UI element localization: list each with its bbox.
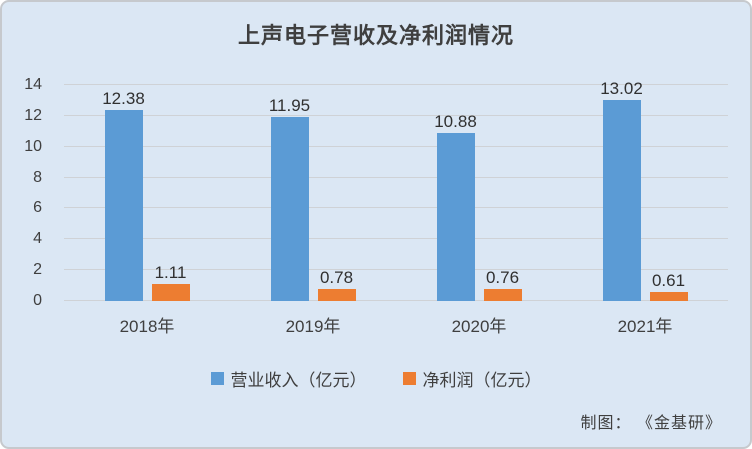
bar-value-label: 0.61 <box>651 270 686 290</box>
x-axis: 2018年 2019年 2020年 2021年 <box>64 312 728 337</box>
gridline <box>64 269 728 271</box>
y-tick-label: 0 <box>33 292 42 309</box>
bar-group: 13.02 0.61 <box>562 80 728 301</box>
y-tick-label: 8 <box>33 168 42 186</box>
legend-swatch <box>210 372 224 385</box>
y-tick-label: 12 <box>24 106 42 124</box>
bar-value-label: 0.76 <box>485 268 520 288</box>
gridline <box>64 145 728 147</box>
gridline <box>64 238 728 240</box>
bar-value-label: 1.11 <box>154 262 187 282</box>
gridline <box>64 176 728 178</box>
y-axis: 0 2 4 6 8 10 12 14 <box>2 77 42 309</box>
chart-title: 上声电子营收及净利润情况 <box>237 23 514 48</box>
gridline <box>64 84 728 85</box>
legend-swatch <box>402 372 416 385</box>
bar-value-label: 0.78 <box>319 267 354 287</box>
gridline <box>64 300 728 301</box>
revenue-bar: 12.38 <box>102 90 145 301</box>
y-tick-label: 6 <box>33 199 42 217</box>
bar-value-label: 11.95 <box>268 95 311 115</box>
bar-groups: 12.38 1.11 11.95 0.78 10.88 0.76 13.02 0.61 <box>64 80 728 301</box>
revenue-bar: 11.95 <box>269 97 310 301</box>
legend-label: 净利润（亿元） <box>422 371 542 390</box>
y-tick-label: 2 <box>33 261 42 279</box>
bar-value-label: 10.88 <box>434 112 477 132</box>
bar-group: 12.38 1.11 <box>64 85 230 301</box>
legend-item: 净利润（亿元） <box>402 366 542 391</box>
profit-bar: 0.76 <box>483 269 522 301</box>
revenue-bar: 10.88 <box>434 113 477 301</box>
legend-item: 营业收入（亿元） <box>210 366 367 391</box>
x-tick-label: 2018年 <box>119 317 175 336</box>
x-tick-label: 2019年 <box>285 317 341 336</box>
credit-text: 制图： 《金基研》 <box>580 415 722 432</box>
plot-area: 12.38 1.11 11.95 0.78 10.88 0.76 13.02 0.61 <box>64 80 728 301</box>
legend-label: 营业收入（亿元） <box>230 371 367 390</box>
x-tick-label: 2021年 <box>617 317 673 336</box>
bar-value-label: 13.02 <box>600 79 643 99</box>
y-tick-label: 14 <box>24 76 42 93</box>
profit-bar: 0.61 <box>649 272 688 301</box>
profit-bar: 0.78 <box>317 269 356 301</box>
bar-value-label: 12.38 <box>102 89 145 108</box>
y-tick-label: 10 <box>24 137 42 155</box>
bar-group: 10.88 0.76 <box>396 85 562 301</box>
legend: 营业收入（亿元） 净利润（亿元） <box>2 366 750 391</box>
revenue-bar: 13.02 <box>600 80 643 301</box>
x-tick-label: 2020年 <box>451 317 507 336</box>
y-tick-label: 4 <box>33 230 42 248</box>
profit-bar: 1.11 <box>151 264 190 301</box>
gridline <box>64 114 728 116</box>
gridline <box>64 207 728 209</box>
bar-group: 11.95 0.78 <box>230 85 396 301</box>
